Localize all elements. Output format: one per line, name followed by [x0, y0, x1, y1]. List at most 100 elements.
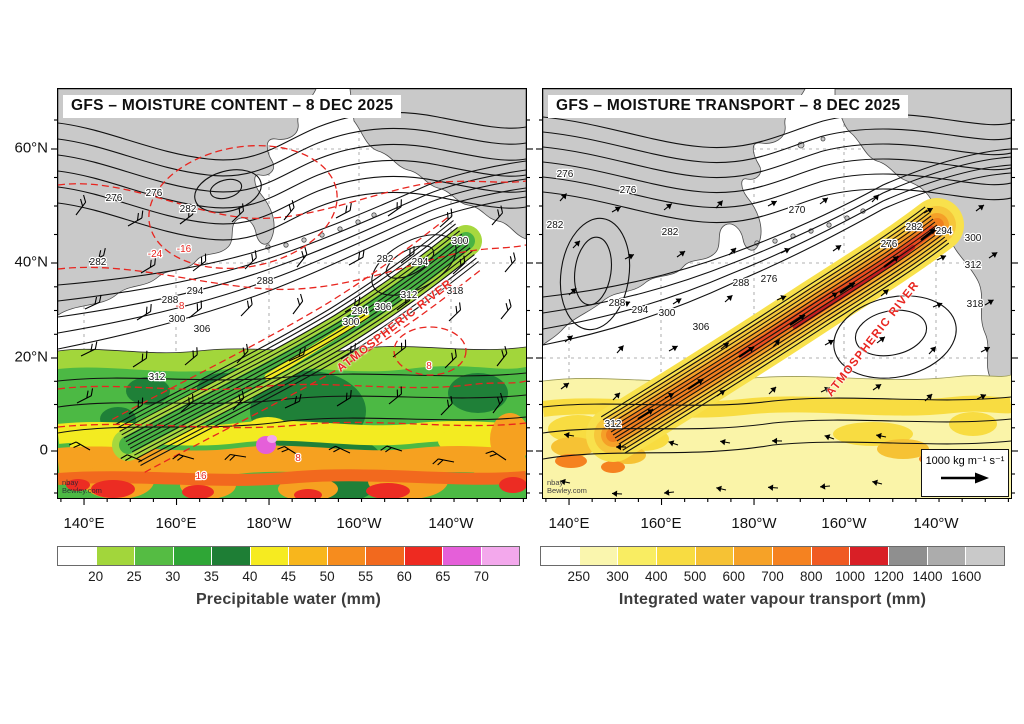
ivt-arrow-icon	[560, 478, 571, 486]
wind-barb-layer	[69, 194, 516, 466]
colorbar-segment	[95, 547, 134, 565]
wind-barb-icon	[388, 386, 402, 405]
ivt-arrow-icon	[616, 443, 626, 451]
wind-barb-icon	[400, 246, 415, 264]
wind-barb-icon	[277, 446, 299, 456]
red-contour-label: 8	[295, 453, 301, 464]
latitude-axis: 60°N 40°N 20°N 0	[0, 0, 53, 724]
colorbar-segment	[288, 547, 327, 565]
red-contour-label: -24	[148, 249, 163, 260]
wind-barb-icon	[172, 454, 195, 461]
colorbar-tick-label: 1400	[912, 569, 943, 584]
y-tick-label: 40°N	[14, 253, 48, 271]
colorbar-segment	[965, 547, 1005, 565]
contour-label: 276	[146, 188, 163, 199]
ivt-arrow-icon	[668, 440, 679, 447]
contour-label: 306	[375, 302, 392, 313]
ivt-colorbar: 250 300 400 500 600 700 800 1000 1200 1400 1600 In…	[540, 546, 1005, 618]
ivt-arrow-icon	[637, 408, 654, 420]
ivt-arrow-icon	[767, 200, 778, 207]
ivt-arrow-icon	[819, 197, 829, 205]
vector-scale-label: 1000 kg m⁻¹ s⁻¹	[925, 455, 1005, 467]
ivt-arrow-icon	[824, 339, 835, 346]
ivt-arrow-icon	[872, 479, 883, 486]
colorbar-swatches	[540, 546, 1005, 566]
longitude-axis-left: 140°E 160°E 180°W 160°W 140°W	[58, 507, 526, 532]
ivt-arrow-icon	[768, 386, 777, 395]
contour-label: 288	[162, 295, 179, 306]
x-tick-label: 160°W	[821, 515, 867, 532]
wind-barb-icon	[192, 253, 207, 272]
colorbar-segment	[365, 547, 404, 565]
wind-barb-icon	[348, 249, 365, 266]
wind-barb-icon	[440, 395, 453, 416]
ivt-arrow-icon	[716, 389, 726, 397]
ivt-arrow-icon	[564, 432, 575, 439]
ivt-arrow-icon	[932, 302, 943, 309]
y-tick-label: 20°N	[14, 348, 48, 366]
contour-label: 312	[149, 372, 166, 383]
wind-barb-icon	[283, 200, 295, 221]
wind-barb-icon	[224, 453, 247, 461]
red-contour-label: -16	[177, 244, 192, 255]
x-tick-label: 140°E	[548, 515, 590, 532]
ivt-arrow-icon	[776, 295, 787, 301]
wind-barb-icon	[328, 445, 351, 454]
colorbar-tick-label: 50	[319, 569, 335, 584]
wind-barb-icon	[292, 293, 304, 315]
contour-label: 282	[906, 222, 923, 233]
wind-barb-icon	[231, 203, 245, 223]
ivt-arrow-icon	[880, 289, 889, 297]
watermark-line2: Bewley.com	[62, 486, 102, 496]
wind-barb-icon	[439, 208, 453, 228]
colorbar-tick-label: 1200	[873, 569, 904, 584]
contour-label: 288	[257, 276, 274, 287]
ivt-arrow-icon	[611, 206, 621, 213]
wind-barb-icon	[128, 397, 144, 415]
contour-label: 294	[412, 257, 429, 268]
longitude-axis-right: 140°E 160°E 180°W 160°W 140°W	[543, 507, 1011, 532]
contour-label: 282	[377, 254, 394, 265]
ivt-arrow-icon	[668, 345, 678, 352]
wind-barb-icon	[288, 347, 306, 362]
map-panel-moisture-transport: 276 276 282 282 270 288 276 288 294 300 306 312 276 2…	[536, 88, 1018, 532]
ivt-arrow-icon	[720, 438, 731, 446]
red-contour-label: -8	[176, 301, 185, 312]
wind-barb-icon	[491, 205, 504, 226]
colorbar-tick-label: 800	[799, 569, 823, 584]
ivt-arrow-icon	[872, 383, 882, 391]
colorbar-segment	[541, 547, 579, 565]
x-tick-label: 140°W	[913, 515, 959, 532]
colorbar-segment	[211, 547, 250, 565]
wind-barb-icon	[336, 390, 352, 407]
colorbar-segment	[772, 547, 811, 565]
wind-barb-icon	[179, 206, 194, 225]
ivt-arrow-icon	[884, 241, 893, 250]
ivt-arrow-icon	[924, 393, 933, 402]
contour-label: 300	[169, 314, 186, 325]
colorbar-segment	[249, 547, 288, 565]
colorbar-segment	[926, 547, 966, 565]
watermark-line1: nbay	[62, 477, 79, 487]
alaska-landmass	[349, 89, 526, 240]
wind-barb-icon	[184, 347, 198, 366]
aleutian-island	[337, 226, 343, 232]
ivt-arrow-icon	[936, 254, 947, 261]
colorbar-tick-label: 30	[165, 569, 181, 584]
wind-barb-icon	[452, 255, 466, 275]
contour-label: 282	[547, 220, 564, 231]
wind-barb-icon	[504, 252, 516, 273]
contour-label: 294	[632, 305, 649, 316]
contour-layer	[58, 111, 526, 466]
ivt-arrow-icon	[676, 250, 686, 258]
ivt-arrow-icon	[923, 207, 934, 214]
contour-label: 300	[343, 317, 360, 328]
panel-title-right: GFS – MOISTURE TRANSPORT – 8 DEC 2025	[548, 95, 909, 118]
wind-barb-icon	[180, 393, 194, 413]
moisture-transport-map: 276 276 282 282 270 288 276 288 294 300 306 312 276 2…	[536, 89, 1018, 505]
wind-barb-icon	[396, 292, 411, 311]
ivt-arrow-icon	[572, 240, 581, 249]
contour-label: 270	[789, 205, 806, 216]
red-contour-label: 8	[426, 361, 432, 372]
ivt-arrow-icon	[672, 298, 682, 305]
